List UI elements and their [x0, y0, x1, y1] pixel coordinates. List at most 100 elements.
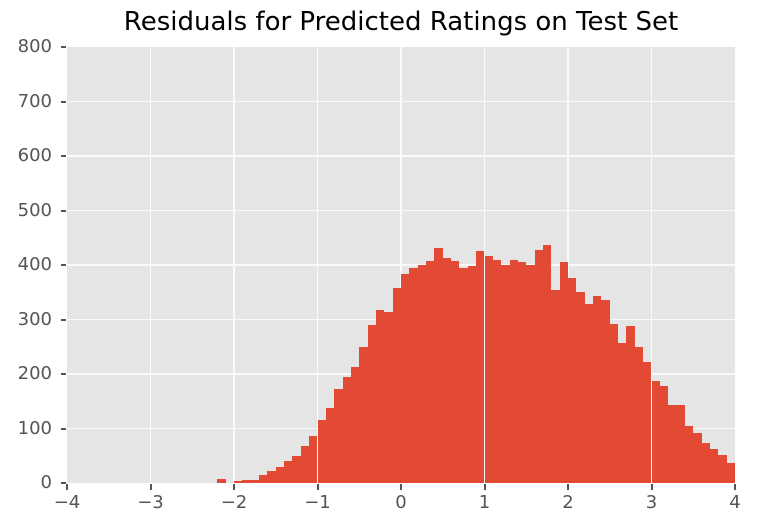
histogram-bar — [668, 405, 677, 483]
histogram-bar — [426, 260, 435, 483]
histogram-bar — [551, 290, 560, 483]
y-tick-label: 0 — [40, 472, 52, 493]
histogram-bar — [275, 466, 285, 483]
histogram-bar — [267, 471, 276, 483]
x-tick-mark — [66, 484, 68, 490]
histogram-bar — [542, 245, 552, 483]
gridline-y — [67, 209, 735, 212]
histogram-bar — [442, 258, 452, 483]
histogram-bar — [517, 262, 527, 483]
histogram-bar — [342, 377, 351, 483]
histogram-bar — [401, 273, 410, 483]
histogram-bar — [375, 309, 385, 483]
x-tick-label: −2 — [220, 492, 248, 513]
histogram-bar — [484, 255, 493, 483]
x-tick-label: −4 — [53, 492, 81, 513]
histogram-bar — [492, 260, 502, 483]
x-tick-mark — [316, 484, 319, 490]
histogram-bar — [593, 296, 602, 483]
histogram-bar — [526, 265, 535, 483]
x-tick-mark — [734, 484, 736, 490]
x-tick-mark — [400, 484, 402, 490]
histogram-bar — [601, 299, 610, 483]
x-tick-mark — [233, 484, 235, 490]
histogram-bar — [659, 386, 669, 483]
histogram-bar — [250, 479, 260, 483]
y-tick-mark — [61, 264, 66, 266]
histogram-bar — [609, 324, 619, 483]
histogram-bar — [284, 460, 293, 483]
y-tick-mark — [61, 427, 66, 430]
y-tick-label: 200 — [17, 363, 52, 384]
y-tick-label: 400 — [17, 254, 52, 275]
histogram-bar — [292, 455, 301, 483]
y-tick-label: 700 — [17, 90, 52, 112]
y-tick-label: 800 — [17, 36, 52, 57]
histogram-bar — [409, 268, 418, 483]
histogram-bar — [684, 426, 694, 483]
histogram-bar — [643, 362, 652, 483]
gridline-y — [67, 100, 735, 103]
histogram-bar — [676, 405, 685, 483]
histogram-bar — [584, 304, 594, 483]
y-tick-mark — [61, 373, 66, 375]
histogram-bar — [618, 343, 627, 483]
histogram-bar — [325, 407, 335, 483]
histogram-bar — [384, 312, 393, 483]
histogram-bar — [693, 432, 702, 483]
y-tick-mark — [61, 155, 66, 157]
histogram-bar — [709, 448, 719, 483]
histogram-bar — [634, 347, 644, 483]
x-tick-label: 1 — [478, 492, 491, 513]
histogram-bar — [392, 287, 401, 483]
x-tick-mark — [567, 484, 569, 490]
histogram-bar — [701, 442, 710, 483]
gridline-y — [67, 264, 735, 266]
histogram-bar — [334, 388, 343, 483]
histogram-bar — [309, 436, 318, 483]
x-tick-label: 3 — [645, 492, 658, 513]
histogram-bar — [417, 265, 427, 483]
y-tick-mark — [61, 100, 66, 103]
x-tick-label: 0 — [395, 492, 407, 513]
y-tick-label: 500 — [17, 199, 52, 221]
histogram-bar — [726, 463, 735, 483]
chart-title: Residuals for Predicted Ratings on Test … — [123, 7, 679, 37]
y-tick-mark — [61, 209, 66, 212]
histogram-bar — [359, 346, 368, 483]
histogram-bar — [568, 277, 577, 483]
y-tick-mark — [61, 318, 66, 321]
x-tick-mark — [650, 484, 653, 490]
histogram-bar — [259, 474, 268, 483]
y-tick-label: 600 — [17, 145, 52, 166]
histogram-bar — [576, 291, 585, 483]
gridline-y — [67, 155, 735, 157]
x-tick-label: 2 — [562, 492, 574, 513]
histogram-bar — [476, 251, 485, 483]
histogram-bar — [509, 259, 518, 483]
x-tick-label: −1 — [304, 492, 331, 513]
histogram-bar — [626, 325, 635, 483]
x-tick-label: 4 — [729, 492, 741, 513]
histogram-bar — [367, 324, 376, 483]
histogram-bar — [317, 420, 326, 483]
histogram-bar — [651, 380, 660, 483]
histogram-bar — [234, 481, 243, 483]
histogram-bar — [459, 267, 468, 483]
y-tick-mark — [61, 46, 66, 48]
plot-area — [67, 47, 735, 483]
x-tick-mark — [483, 484, 486, 490]
y-tick-label: 100 — [17, 417, 52, 439]
histogram-bar — [451, 261, 460, 483]
histogram-bar — [718, 455, 727, 483]
histogram-bar — [217, 479, 226, 483]
histogram-bar — [350, 366, 360, 483]
histogram-bar — [559, 261, 568, 483]
y-tick-mark — [61, 482, 66, 484]
histogram-bar — [467, 265, 477, 483]
histogram-bar — [534, 250, 543, 483]
histogram-bar — [242, 480, 251, 483]
x-tick-label: −3 — [137, 492, 164, 513]
histogram-bar — [434, 248, 443, 483]
